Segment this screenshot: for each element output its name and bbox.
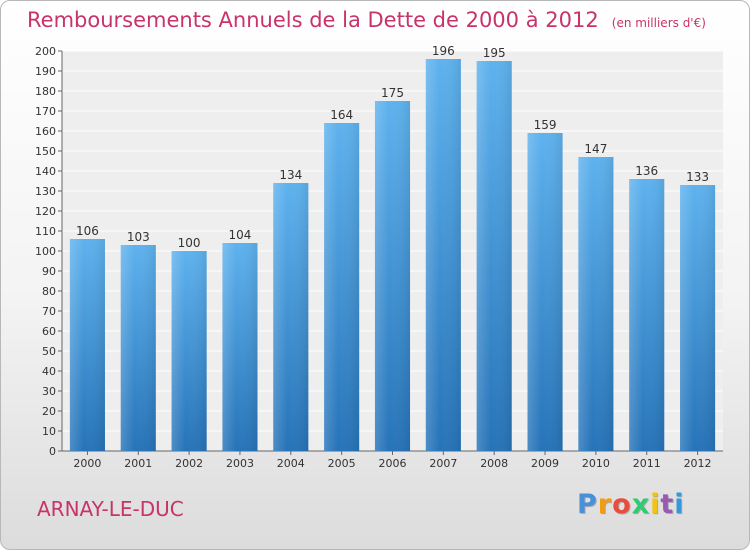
bar-value-label: 100 <box>178 236 201 250</box>
y-tick-label: 190 <box>35 65 56 78</box>
logo-letter: x <box>631 489 651 520</box>
y-tick-label: 150 <box>35 145 56 158</box>
logo-letter: r <box>597 489 613 520</box>
bar-value-label: 159 <box>534 118 557 132</box>
bar-shine <box>629 179 665 451</box>
bar-value-label: 195 <box>483 46 506 60</box>
logo-letter: i <box>650 489 661 520</box>
bar-shine <box>324 123 360 451</box>
x-tick-label: 2000 <box>73 457 101 470</box>
bar-value-label: 136 <box>635 164 658 178</box>
x-tick-label: 2003 <box>226 457 254 470</box>
x-tick-label: 2001 <box>124 457 152 470</box>
title-line: Remboursements Annuels de la Dette de 20… <box>27 8 706 32</box>
x-tick-label: 2009 <box>531 457 559 470</box>
bar-shine <box>222 243 258 451</box>
bar-value-label: 103 <box>127 230 150 244</box>
bar-value-label: 104 <box>229 228 252 242</box>
y-tick-label: 100 <box>35 245 56 258</box>
x-tick-label: 2010 <box>582 457 610 470</box>
bar-shine <box>425 59 461 451</box>
bar-value-label: 147 <box>584 142 607 156</box>
bar-shine <box>527 133 563 451</box>
y-tick-label: 200 <box>35 45 56 58</box>
y-tick-label: 80 <box>42 285 56 298</box>
bar-shine <box>374 101 411 451</box>
y-tick-label: 50 <box>42 345 56 358</box>
logo-letter: P <box>577 489 598 520</box>
x-tick-label: 2011 <box>633 457 661 470</box>
y-tick-label: 160 <box>35 125 56 138</box>
y-tick-label: 30 <box>42 385 56 398</box>
bar-shine <box>120 245 156 451</box>
bar-shine <box>69 239 105 451</box>
y-tick-label: 130 <box>35 185 56 198</box>
bar-value-label: 164 <box>330 108 353 122</box>
y-tick-label: 140 <box>35 165 56 178</box>
bar-value-label: 196 <box>432 44 455 58</box>
y-tick-label: 70 <box>42 305 56 318</box>
bar-value-label: 106 <box>76 224 99 238</box>
x-tick-label: 2008 <box>480 457 508 470</box>
y-tick-label: 20 <box>42 405 56 418</box>
y-tick-label: 110 <box>35 225 56 238</box>
x-tick-label: 2007 <box>429 457 457 470</box>
bar-shine <box>476 61 512 451</box>
y-tick-label: 60 <box>42 325 56 338</box>
y-tick-label: 170 <box>35 105 56 118</box>
logo-letter: t <box>660 489 675 520</box>
x-tick-label: 2004 <box>277 457 305 470</box>
bar-shine <box>578 157 614 451</box>
bar-shine <box>273 183 309 451</box>
y-tick-label: 90 <box>42 265 56 278</box>
y-tick-label: 180 <box>35 85 56 98</box>
proxiti-logo: Proxiti <box>577 489 685 520</box>
x-tick-label: 2005 <box>328 457 356 470</box>
y-tick-label: 40 <box>42 365 56 378</box>
chart-subtitle: (en milliers d'€) <box>611 16 706 30</box>
logo-letter: o <box>612 489 632 520</box>
bar-shine <box>171 251 207 451</box>
y-tick-label: 120 <box>35 205 56 218</box>
bar-value-label: 134 <box>279 168 302 182</box>
bar-value-label: 175 <box>381 86 404 100</box>
y-tick-label: 10 <box>42 425 56 438</box>
x-tick-label: 2012 <box>684 457 712 470</box>
city-name: ARNAY-LE-DUC <box>37 497 184 521</box>
bar-shine <box>680 185 716 451</box>
chart-title: Remboursements Annuels de la Dette de 20… <box>27 8 599 32</box>
y-tick-label: 0 <box>49 445 56 458</box>
bar-value-label: 133 <box>686 170 709 184</box>
x-tick-label: 2006 <box>379 457 407 470</box>
x-tick-label: 2002 <box>175 457 203 470</box>
logo-letter: i <box>674 489 685 520</box>
